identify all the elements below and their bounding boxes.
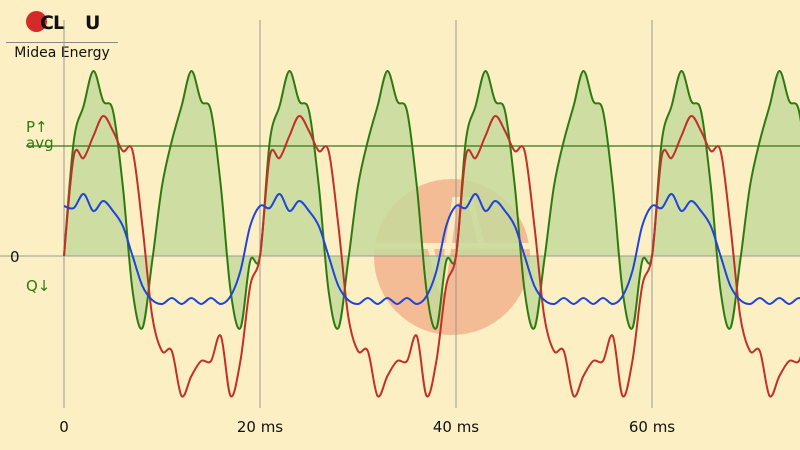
x-tick-label: 40 ms [433,418,479,436]
x-tick-label: 60 ms [629,418,675,436]
series-line-blue [63,193,800,306]
brand-name: Midea Energy [14,45,110,61]
y-axis-label: avg [26,134,54,152]
logo-divider [6,42,118,43]
series-fill-green [64,70,800,329]
logo-circle-icon [26,11,47,32]
series-fill [64,70,800,329]
x-tick-label: 20 ms [237,418,283,436]
y-axis-label: Q↓ [26,277,50,295]
series-line-red [63,115,800,398]
y-axis-label: P↑ [26,118,48,136]
x-tick-label: 0 [59,418,69,436]
y-axis-label: 0 [10,248,20,266]
watermark-band [372,243,534,249]
brand-logo: CL U Midea Energy [6,6,118,66]
axis-labels: 0 20 ms 40 ms 60 ms P↑avg 0 Q↓ [10,118,675,436]
series-lines [63,69,800,398]
grid [0,20,800,408]
